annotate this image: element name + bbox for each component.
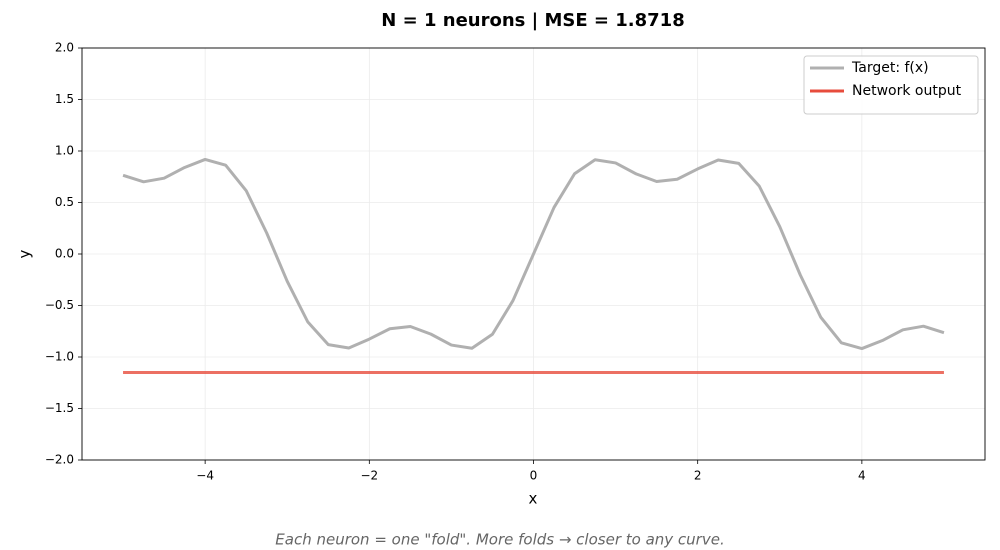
y-axis-label: y bbox=[16, 249, 34, 258]
y-tick-label: 0.5 bbox=[55, 195, 74, 209]
y-tick-label: 1.0 bbox=[55, 144, 74, 158]
y-tick-label: −1.5 bbox=[45, 401, 74, 415]
y-tick-label: 0.0 bbox=[55, 247, 74, 261]
y-tick-label: 2.0 bbox=[55, 41, 74, 55]
x-tick-label: −2 bbox=[360, 469, 378, 483]
y-tick-label: −1.0 bbox=[45, 350, 74, 364]
chart-title: N = 1 neurons | MSE = 1.8718 bbox=[381, 10, 684, 31]
x-tick-label: −4 bbox=[196, 469, 214, 483]
x-tick-label: 2 bbox=[694, 469, 702, 483]
y-tick-label: −2.0 bbox=[45, 453, 74, 467]
x-axis-label: x bbox=[529, 490, 538, 508]
legend-label: Network output bbox=[852, 83, 962, 99]
y-tick-label: 1.5 bbox=[55, 92, 74, 106]
caption: Each neuron = one "fold". More folds → c… bbox=[275, 531, 724, 549]
plot-frame bbox=[81, 47, 986, 461]
series-line bbox=[122, 157, 945, 351]
x-tick-label: 4 bbox=[858, 469, 866, 483]
legend-label: Target: f(x) bbox=[851, 60, 929, 76]
y-tick-label: −0.5 bbox=[45, 298, 74, 312]
legend-box bbox=[803, 55, 979, 115]
x-tick-label: 0 bbox=[530, 469, 538, 483]
